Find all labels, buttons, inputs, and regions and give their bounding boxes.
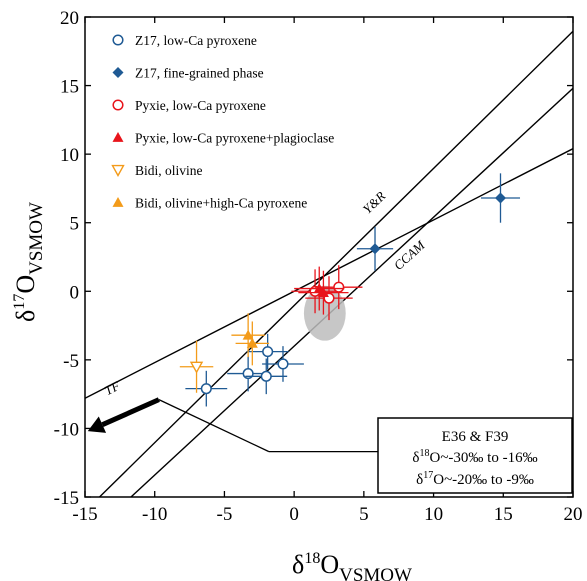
legend-marker [112, 67, 124, 78]
series-1-point-1 [480, 173, 521, 223]
arrow-shaft [101, 397, 160, 427]
x-tick-label: 5 [359, 504, 369, 525]
x-tick-label: 0 [289, 504, 299, 525]
annotation-frame [377, 417, 573, 494]
legend-item: Pyxie, low-Ca pyroxene [112, 98, 266, 113]
series-5-point-0 [231, 313, 265, 358]
legend-marker [112, 197, 124, 207]
data-point-marker [189, 361, 204, 374]
y-tick-label: 10 [60, 145, 79, 166]
legend-label: Z17, low-Ca pyroxene [135, 33, 257, 48]
legend-label: Pyxie, low-Ca pyroxene+plagioclase [135, 131, 334, 146]
data-point-marker [262, 346, 274, 358]
x-tick-label: 20 [564, 504, 583, 525]
annotation-box: E36 & F39 δ18O~-30‰ to -16‰ δ17O~-20‰ to… [377, 417, 573, 494]
data-point-marker [369, 243, 381, 255]
legend-label: Z17, fine-grained phase [135, 66, 264, 81]
y-tick-label: -15 [54, 488, 79, 509]
data-point-marker [242, 329, 254, 340]
legend-item: Z17, fine-grained phase [112, 66, 264, 81]
legend-item: Z17, low-Ca pyroxene [112, 33, 257, 48]
reference-line-tf [85, 148, 573, 399]
x-tick-label: -5 [217, 504, 233, 525]
data-point-marker [333, 281, 345, 293]
series-2-point-2 [315, 265, 363, 310]
series-4-point-0 [179, 340, 214, 393]
x-axis-title: δ18OVSMOW [292, 550, 412, 581]
line-label-ccam: CCAM [391, 237, 429, 273]
data-point-marker [260, 370, 272, 382]
x-tick-label: 10 [424, 504, 443, 525]
line-label-yr: Y&R [360, 188, 389, 216]
legend-label: Pyxie, low-Ca pyroxene [135, 98, 266, 113]
plot-frame [84, 16, 574, 498]
gray-region [303, 285, 346, 341]
data-point-marker [277, 358, 289, 370]
x-tick-label: 15 [494, 504, 513, 525]
series-0-point-0 [185, 370, 228, 407]
series-3-point-1 [298, 270, 349, 315]
legend-label: Bidi, olivine [135, 163, 203, 178]
legend-marker [112, 34, 124, 46]
y-tick-label: 5 [70, 214, 80, 235]
data-point-marker [200, 383, 212, 395]
annotation-line-2: δ18O~-30‰ to -16‰ [412, 448, 537, 466]
series-0-point-4 [262, 346, 304, 382]
data-point-marker [246, 337, 258, 348]
legend-marker [112, 99, 124, 111]
series-5-point-1 [235, 321, 270, 366]
y-tick-label: 0 [70, 282, 80, 303]
arrow-head [87, 416, 107, 433]
y-tick-label: -5 [63, 351, 79, 372]
x-tick-label: -15 [72, 504, 97, 525]
legend-marker [111, 164, 125, 177]
legend-item: Bidi, olivine+high-Ca pyroxene [112, 196, 307, 211]
x-tick-label: -10 [142, 504, 167, 525]
connector-line [158, 399, 270, 453]
y-axis-title: δ17OVSMOW [11, 202, 47, 322]
annotation-line-3: δ17O~-20‰ to -9‰ [416, 470, 534, 488]
reference-line-yr [98, 30, 573, 497]
y-tick-label: 15 [60, 77, 79, 98]
legend-item: Bidi, olivine [111, 163, 203, 178]
y-tick-label: -10 [54, 419, 79, 440]
data-point-marker [317, 287, 329, 298]
legend-marker [112, 132, 124, 142]
legend-label: Bidi, olivine+high-Ca pyroxene [135, 196, 307, 211]
legend: Z17, low-Ca pyroxene Z17, fine-grained ph… [111, 33, 334, 211]
series-1-point-0 [356, 226, 394, 271]
y-tick-label: 20 [60, 8, 79, 29]
annotation-title: E36 & F39 [442, 429, 509, 445]
legend-item: Pyxie, low-Ca pyroxene+plagioclase [112, 131, 334, 146]
data-point-marker [494, 192, 506, 204]
